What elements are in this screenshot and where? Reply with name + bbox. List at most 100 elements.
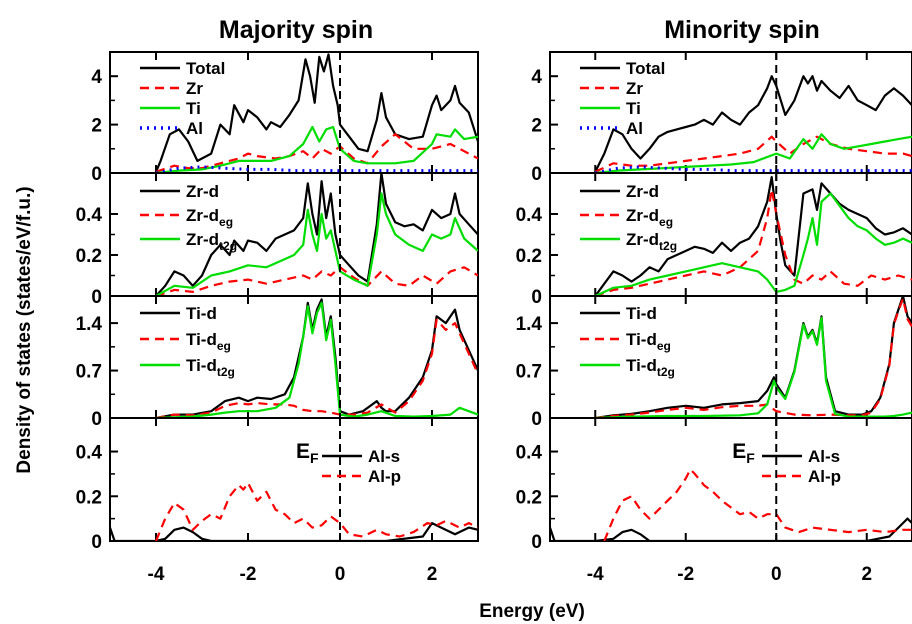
legend-label-main: Ti-d <box>626 304 657 323</box>
legend-label: Zr-deg <box>186 206 233 229</box>
y-tick-label: 0 <box>531 287 542 308</box>
legend-label: Ti-deg <box>186 330 231 353</box>
x-tick-label: -4 <box>148 564 165 585</box>
series-ti-d-eg <box>155 318 478 418</box>
legend-label-main: Zr <box>626 79 643 98</box>
chart-title: Minority spin <box>664 16 820 44</box>
panel-frame <box>109 295 479 419</box>
y-tick-label: 0.4 <box>516 205 543 226</box>
fermi-label-main: E <box>296 440 310 463</box>
y-tick-label: 4 <box>91 67 102 88</box>
legend-label: Ti-dt2g <box>626 356 675 379</box>
legend-label-main: Al-s <box>808 447 840 466</box>
legend-label-main: Ti <box>186 99 201 118</box>
y-tick-label: 0.7 <box>516 362 542 383</box>
fermi-label-sub: F <box>746 450 755 466</box>
legend-label-main: Ti <box>626 99 641 118</box>
y-tick-label: 0 <box>91 409 102 430</box>
panel-frame <box>109 417 479 542</box>
legend-label: Zr-d <box>186 182 219 201</box>
legend-label-main: Zr-d <box>186 230 219 249</box>
legend-label-subscript: eg <box>217 339 231 353</box>
legend-label-main: Zr-d <box>186 206 219 225</box>
legend-label-main: Total <box>186 59 225 78</box>
chart-title: Majority spin <box>219 16 373 44</box>
legend-label: Ti-dt2g <box>186 356 235 379</box>
x-tick-label: -2 <box>677 564 694 585</box>
legend-label: Zr <box>186 79 203 98</box>
x-tick-label: 2 <box>427 564 438 585</box>
legend-label: Al-s <box>808 447 840 466</box>
x-tick-label: -4 <box>587 564 604 585</box>
legend-label: Al-s <box>368 447 400 466</box>
legend-label-subscript: eg <box>657 339 671 353</box>
panel-frame <box>549 417 912 542</box>
legend-label: Al <box>626 119 643 138</box>
legend-label: Al-p <box>808 467 841 486</box>
legend-label-main: Al-s <box>368 447 400 466</box>
fermi-level-label: EF <box>732 440 755 466</box>
y-tick-label: 0.2 <box>516 487 542 508</box>
y-tick-label: 1.4 <box>516 314 543 335</box>
y-tick-label: 2 <box>531 116 542 137</box>
y-tick-label: 0.4 <box>76 205 103 226</box>
y-tick-label: 0.4 <box>76 443 103 464</box>
series-al <box>155 165 478 173</box>
series-zr-d-t2g <box>155 192 478 296</box>
series-zr-d-eg <box>155 266 478 296</box>
series-al-s <box>550 517 912 541</box>
legend-label-subscript: t2g <box>657 365 675 379</box>
x-tick-label: 0 <box>771 564 782 585</box>
y-tick-label: 0 <box>91 532 102 553</box>
legend-label-main: Ti-d <box>626 356 657 375</box>
legend-label-main: Al <box>626 119 643 138</box>
legend-label: Zr-deg <box>626 206 673 229</box>
fermi-level-label: EF <box>296 440 319 466</box>
legend-label: Ti-deg <box>626 330 671 353</box>
legend-label: Zr-dt2g <box>186 230 237 253</box>
legend-label-subscript: t2g <box>219 239 237 253</box>
y-tick-label: 0 <box>531 164 542 185</box>
legend-label-main: Zr <box>186 79 203 98</box>
legend-label: Zr-dt2g <box>626 230 677 253</box>
series-total <box>154 53 478 173</box>
legend-label-main: Al <box>186 119 203 138</box>
legend-label: Total <box>186 59 225 78</box>
legend-label: Ti-d <box>186 304 217 323</box>
x-tick-label: -2 <box>240 564 257 585</box>
series-zr-d <box>155 173 478 296</box>
legend-label-main: Ti-d <box>186 304 217 323</box>
y-tick-label: 0 <box>531 532 542 553</box>
fermi-label-main: E <box>732 440 746 463</box>
x-axis-label: Energy (eV) <box>479 601 585 622</box>
x-tick-label: 2 <box>861 564 872 585</box>
legend-label-subscript: t2g <box>659 239 677 253</box>
y-tick-label: 0.2 <box>76 487 102 508</box>
legend-label-main: Al-p <box>368 467 401 486</box>
series-zr <box>594 135 912 173</box>
legend-label-main: Al-p <box>808 467 841 486</box>
y-tick-label: 0.2 <box>516 246 542 267</box>
y-tick-label: 0.4 <box>516 443 543 464</box>
legend-label-main: Ti-d <box>186 330 217 349</box>
series-ti-d-t2g <box>155 301 478 418</box>
y-tick-label: 0 <box>91 164 102 185</box>
series-ti <box>155 125 478 173</box>
fermi-label-sub: F <box>310 450 319 466</box>
legend-label: Al-p <box>368 467 401 486</box>
legend-label-main: Ti-d <box>626 330 657 349</box>
y-tick-label: 0.7 <box>76 362 102 383</box>
legend-label-main: Total <box>626 59 665 78</box>
legend-label: Al <box>186 119 203 138</box>
series-ti-d-eg <box>595 297 912 418</box>
legend-label: Ti <box>626 99 641 118</box>
legend-label-subscript: eg <box>659 215 673 229</box>
legend-label: Zr <box>626 79 643 98</box>
legend-label-main: Zr-d <box>626 230 659 249</box>
y-tick-label: 2 <box>91 116 102 137</box>
